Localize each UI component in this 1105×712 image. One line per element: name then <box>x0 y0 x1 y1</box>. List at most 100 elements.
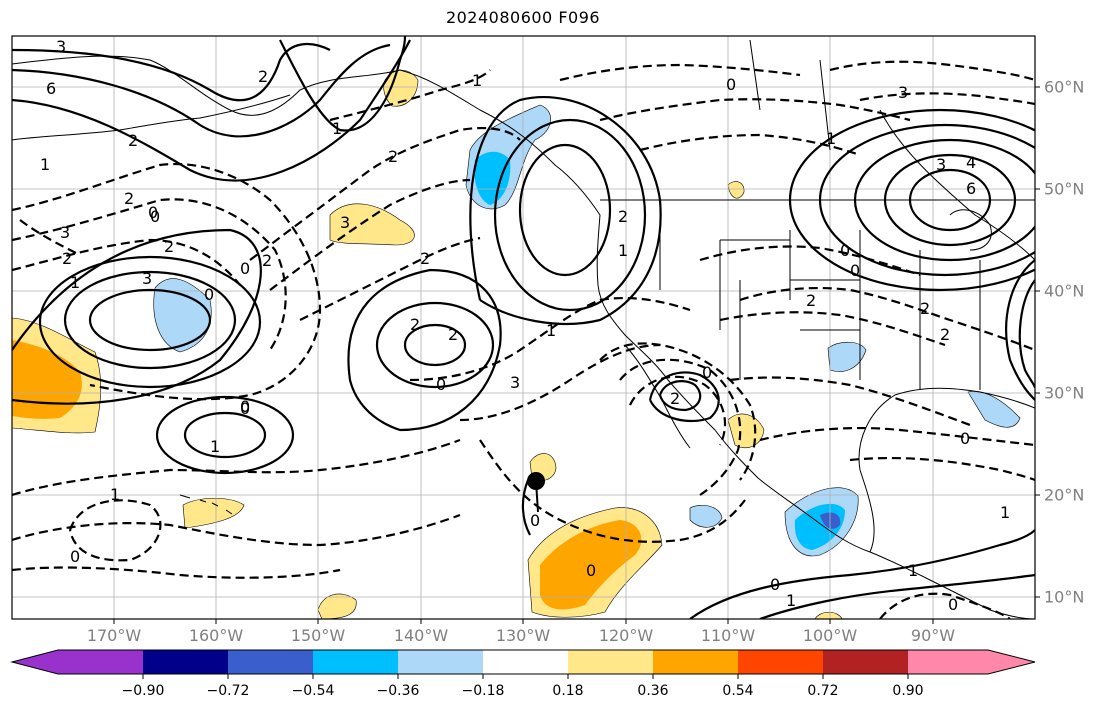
contour-label: 1 <box>826 129 836 148</box>
colorbar-segment <box>143 650 228 674</box>
colorbar-label: 0.72 <box>807 683 839 699</box>
contour-label: 3 <box>142 269 152 288</box>
central-america <box>869 551 1035 619</box>
colorbar-label: 0.54 <box>722 683 754 699</box>
colorbar-segment <box>568 650 653 674</box>
contour-label: 0 <box>240 259 250 278</box>
contour-labels: 3 6 2 1 2 1 2 1 3 2 2 3 2 1 0 0 2 0 1 1 … <box>40 37 1010 614</box>
contour-label: 3 <box>60 223 70 242</box>
dashed-contour-20 <box>699 245 921 277</box>
solid-contour-low40n-2 <box>63 270 237 370</box>
contour-label: 1 <box>786 591 796 610</box>
contour-label: 0 <box>840 241 850 260</box>
dashed-contour-25 <box>639 133 861 157</box>
colorbar-segment <box>313 650 398 674</box>
lon-tick-label: 100°W <box>802 626 858 645</box>
dashed-contour-16 <box>619 358 742 496</box>
lon-tick-label: 130°W <box>495 626 551 645</box>
solid-contour-ne-pac-2 <box>375 301 495 389</box>
solid-contour-aleutian-2 <box>12 43 391 138</box>
contour-label: 2 <box>388 147 398 166</box>
solid-contours <box>12 36 1035 619</box>
shade-yellow-48n <box>329 203 415 246</box>
contour-label: 0 <box>702 363 712 382</box>
dashed-contour-17 <box>629 375 727 446</box>
tick-marks <box>113 86 1040 624</box>
solid-contour-low40n-3 <box>38 255 262 389</box>
contour-label: 0 <box>770 575 780 594</box>
contour-label: 1 <box>908 561 918 580</box>
contour-label: 1 <box>40 155 50 174</box>
storm-marker <box>527 472 545 513</box>
contour-label: 1 <box>472 71 482 90</box>
shade-yellow-small-n <box>727 181 745 199</box>
dashed-contour-1 <box>12 163 322 401</box>
dashed-contour-15 <box>599 342 757 481</box>
lat-tick-label: 60°N <box>1044 77 1085 97</box>
dashed-contour-30 <box>879 592 1011 619</box>
dashed-contour-19 <box>719 311 946 347</box>
colorbar-label: 0.36 <box>637 683 669 699</box>
dashed-contour-2 <box>12 198 287 351</box>
dashed-contour-12 <box>12 513 461 547</box>
contour-label: 2 <box>410 315 420 334</box>
solid-contour-hudson-5 <box>788 108 1035 292</box>
lat-tick-label: 20°N <box>1044 485 1085 505</box>
dashed-contour-11 <box>12 438 461 497</box>
hawaii <box>179 494 233 515</box>
solid-contour-aleutian-1 <box>12 42 331 102</box>
contour-label: 2 <box>62 249 72 268</box>
contour-label: 2 <box>258 67 268 86</box>
dashed-contour-5 <box>269 178 471 291</box>
dashed-contour-28 <box>859 92 1035 106</box>
shade-blue-texas <box>827 341 867 372</box>
dashed-contour-26 <box>559 63 801 82</box>
contour-label: 0 <box>436 375 446 394</box>
dashed-contour-18 <box>739 286 1035 352</box>
contour-label: 3 <box>898 83 908 102</box>
map-title: 2024080600 F096 <box>445 8 601 27</box>
contour-label: 2 <box>420 249 430 268</box>
contour-label: 6 <box>966 179 976 198</box>
colorbar-extend-min <box>12 650 58 674</box>
contour-label: 1 <box>546 321 556 340</box>
contour-label: 0 <box>204 285 214 304</box>
dashed-contour-23 <box>849 456 1035 482</box>
contour-label: 2 <box>806 291 816 310</box>
dashed-contour-29 <box>19 219 81 256</box>
lon-tick-label: 110°W <box>700 626 756 645</box>
shade-orange-west-core <box>12 340 82 419</box>
contour-label: 1 <box>210 437 220 456</box>
contour-label: 0 <box>586 561 596 580</box>
lon-tick-label: 170°W <box>86 626 142 645</box>
solid-contour-sub1 <box>183 411 267 459</box>
contour-label: 2 <box>262 251 272 270</box>
colorbar-label: −0.54 <box>291 683 335 699</box>
dashed-contour-7 <box>329 69 491 122</box>
contour-label: 0 <box>240 397 250 416</box>
lat-tick-label: 40°N <box>1044 281 1085 301</box>
contour-label: 1 <box>70 273 80 292</box>
dashed-contour-21 <box>729 376 971 427</box>
gridlines <box>12 36 1035 619</box>
contour-label: 3 <box>56 37 66 56</box>
contour-label: 6 <box>46 79 56 98</box>
hudson-bay <box>949 209 992 251</box>
contour-label: 2 <box>164 237 174 256</box>
contour-label: 2 <box>670 389 680 408</box>
lon-tick-label: 140°W <box>393 626 449 645</box>
solid-contour-hudson-1 <box>908 168 992 232</box>
contour-label: 3 <box>936 155 946 174</box>
lat-tick-label: 30°N <box>1044 383 1085 403</box>
colorbar <box>10 649 1036 679</box>
contour-label: 0 <box>530 511 540 530</box>
contour-label: 4 <box>966 153 976 172</box>
contour-label: 3 <box>340 213 350 232</box>
solid-contour-west-canada-3 <box>469 96 662 326</box>
solid-contour-sub2 <box>155 395 295 475</box>
shade-blue-bc-core <box>474 151 511 205</box>
colorbar-label: 0.18 <box>552 683 584 699</box>
colorbar-segment <box>908 650 988 674</box>
dashed-contour-3 <box>12 238 241 286</box>
contour-label: 0 <box>948 595 958 614</box>
